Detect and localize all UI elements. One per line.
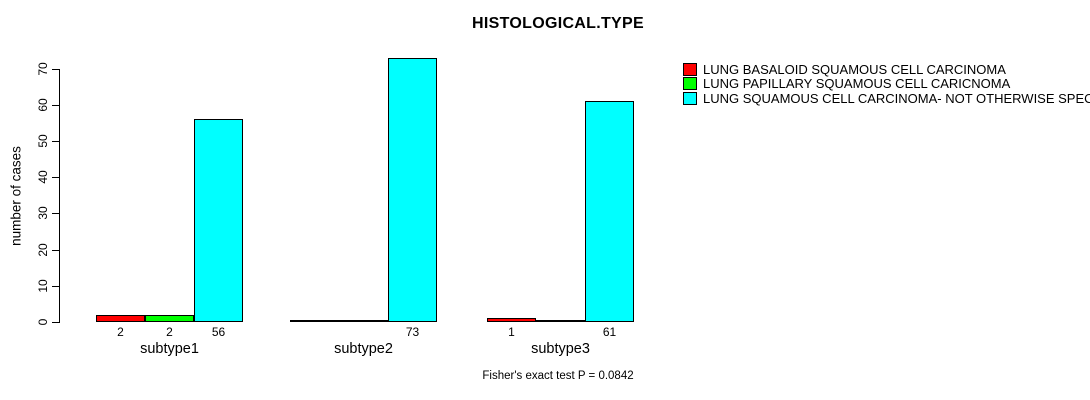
chart-title: HISTOLOGICAL.TYPE: [472, 15, 644, 32]
bar: [388, 58, 437, 322]
y-axis-label: number of cases: [8, 146, 24, 246]
x-axis-group-label: subtype2: [334, 341, 393, 357]
bar-value-label: 56: [211, 325, 226, 339]
y-axis-line: [59, 69, 60, 323]
fisher-test-annotation: Fisher's exact test P = 0.0842: [482, 370, 634, 382]
legend-label: LUNG SQUAMOUS CELL CARCINOMA- NOT OTHERW…: [703, 90, 1090, 106]
bar: [96, 315, 145, 322]
y-axis-tick-label: 30: [36, 206, 50, 220]
bar: [290, 320, 339, 322]
x-axis-group-label: subtype1: [140, 341, 199, 357]
bar-value-label: 2: [117, 325, 124, 339]
y-axis-tick: [52, 69, 59, 70]
y-axis-tick-label: 0: [36, 318, 50, 326]
legend-color-swatch: [683, 77, 697, 91]
legend-label: LUNG BASALOID SQUAMOUS CELL CARCINOMA: [703, 62, 1006, 77]
bar: [487, 318, 536, 322]
y-axis-tick-label: 10: [36, 279, 50, 293]
bar: [585, 101, 634, 322]
bar-value-label: 61: [602, 325, 617, 339]
bar: [339, 320, 388, 322]
y-axis-tick-label: 20: [36, 243, 50, 257]
legend-label: LUNG PAPILLARY SQUAMOUS CELL CARICNOMA: [703, 76, 1011, 92]
legend: LUNG BASALOID SQUAMOUS CELL CARCINOMA LUN…: [683, 62, 1090, 106]
y-axis-tick: [52, 286, 59, 287]
y-axis-tick-label: 50: [36, 134, 50, 148]
legend-item: LUNG SQUAMOUS CELL CARCINOMA- NOT OTHERW…: [683, 91, 1090, 106]
y-axis-tick-label: 60: [36, 98, 50, 112]
bar-value-label: 1: [508, 325, 515, 339]
y-axis-tick: [52, 213, 59, 214]
y-axis-tick: [52, 105, 59, 106]
legend-item: LUNG BASALOID SQUAMOUS CELL CARCINOMA: [683, 62, 1090, 77]
y-axis-tick: [52, 322, 59, 323]
y-axis-tick: [52, 177, 59, 178]
bar: [194, 119, 243, 322]
bar: [145, 315, 194, 322]
legend-color-swatch: [683, 91, 697, 105]
y-axis-tick-label: 70: [36, 62, 50, 76]
x-axis-group-label: subtype3: [531, 341, 590, 357]
y-axis-tick: [52, 250, 59, 251]
bar-value-label: 2: [166, 325, 173, 339]
bar-value-label: 73: [405, 325, 420, 339]
y-axis-tick-label: 40: [36, 170, 50, 184]
legend-item: LUNG PAPILLARY SQUAMOUS CELL CARICNOMA: [683, 76, 1090, 92]
bar: [536, 320, 585, 322]
y-axis-tick: [52, 141, 59, 142]
legend-color-swatch: [683, 62, 697, 76]
